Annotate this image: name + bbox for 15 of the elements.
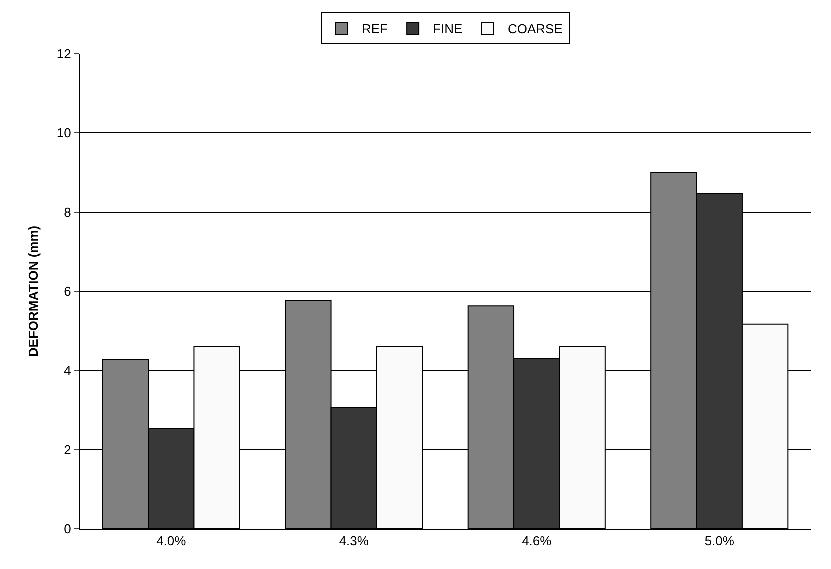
x-tick-label: 4.6%: [522, 534, 552, 549]
y-tick-label: 6: [64, 284, 72, 300]
legend-label: FINE: [433, 22, 463, 37]
legend-label: REF: [362, 22, 388, 37]
y-tick-label: 10: [56, 126, 72, 141]
y-tick-label: 12: [56, 46, 72, 62]
y-tick-label: 4: [64, 363, 72, 378]
x-tick-label: 4.0%: [156, 534, 187, 549]
x-tick-label: 4.3%: [339, 534, 370, 549]
y-tick-label: 2: [64, 442, 72, 458]
y-tick-label: 0: [64, 522, 72, 537]
legend-label: COARSE: [508, 22, 564, 37]
x-tick-label: 5.0%: [704, 534, 735, 549]
y-tick-label: 8: [64, 204, 72, 220]
y-axis-title: DEFORMATION (mm): [26, 226, 41, 358]
